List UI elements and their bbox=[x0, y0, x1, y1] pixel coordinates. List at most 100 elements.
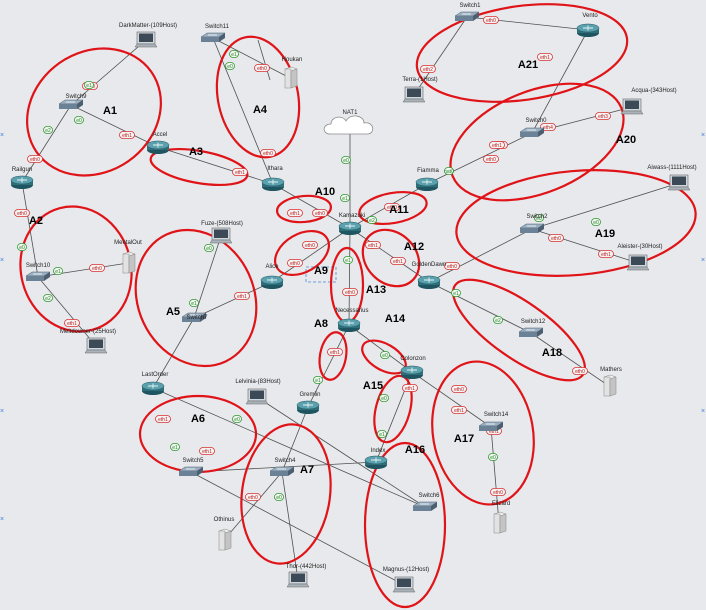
node-label: Colonzon bbox=[400, 356, 425, 362]
node-switch10[interactable]: Switch10 bbox=[25, 263, 51, 281]
node-othinus[interactable]: Othinus bbox=[214, 517, 235, 551]
link-gremlin-switch4 bbox=[281, 406, 309, 473]
node-acqua[interactable]: Acqua-(343Host) bbox=[620, 88, 677, 115]
switch-icon bbox=[519, 223, 545, 233]
interface-label: e0 bbox=[534, 214, 544, 222]
interface-label: eth0 bbox=[254, 64, 270, 72]
node-thor[interactable]: Thor-(442Host) bbox=[286, 564, 327, 588]
node-label: Terra-(1Host) bbox=[402, 77, 437, 83]
interface-label: eth1 bbox=[598, 250, 614, 258]
svg-text:e2: e2 bbox=[45, 128, 51, 134]
area-label-a9: A9 bbox=[314, 265, 328, 277]
area-label-a12: A12 bbox=[404, 241, 424, 253]
svg-text:e0: e0 bbox=[234, 417, 240, 423]
edge-mark-icon: × bbox=[0, 516, 4, 523]
interface-label: eth1 bbox=[287, 209, 303, 217]
node-mentalout[interactable]: MentalOut bbox=[114, 240, 142, 274]
node-railgun[interactable]: Railgun bbox=[10, 167, 34, 189]
svg-text:eth0: eth0 bbox=[345, 290, 355, 296]
node-alice[interactable]: Alice bbox=[260, 264, 284, 289]
svg-text:eth1: eth1 bbox=[368, 243, 378, 249]
interface-label: e1 bbox=[377, 430, 387, 438]
svg-text:e1: e1 bbox=[172, 445, 178, 451]
svg-text:eth0: eth0 bbox=[551, 236, 561, 242]
node-vento[interactable]: Vento bbox=[576, 13, 600, 37]
node-switch5[interactable]: Switch5 bbox=[178, 458, 204, 476]
pc-icon bbox=[209, 227, 233, 244]
node-houkan[interactable]: Houkan bbox=[282, 57, 303, 89]
node-lastorder[interactable]: LastOrder bbox=[142, 372, 169, 395]
node-magnus[interactable]: Magnus-(12Host) bbox=[383, 567, 429, 593]
node-colonzon[interactable]: Colonzon bbox=[400, 356, 426, 379]
node-aiwass[interactable]: Aiwass-(1111Host) bbox=[647, 165, 697, 191]
node-index[interactable]: Index bbox=[364, 448, 388, 469]
svg-text:e0: e0 bbox=[19, 245, 25, 251]
node-label: Fiamma bbox=[417, 168, 439, 174]
svg-text:eth0: eth0 bbox=[493, 490, 503, 496]
interface-label: eth1 bbox=[402, 384, 418, 392]
node-darkmatter[interactable]: DarkMatter-(109Host) bbox=[119, 23, 177, 48]
interface-label: e2 bbox=[43, 126, 53, 134]
node-fiamma[interactable]: Fiamma bbox=[415, 168, 439, 191]
node-mathers[interactable]: Mathers bbox=[600, 367, 622, 397]
svg-text:eth0: eth0 bbox=[290, 261, 300, 267]
area-ellipse-a21 bbox=[415, 3, 629, 103]
svg-text:eth1: eth1 bbox=[492, 143, 502, 149]
interface-label: e2 bbox=[367, 216, 377, 224]
interface-label: eth0 bbox=[451, 385, 467, 393]
switch-icon bbox=[178, 466, 204, 476]
node-switch11[interactable]: Switch11 bbox=[200, 24, 230, 42]
area-label-a2: A2 bbox=[29, 215, 43, 227]
node-nat1[interactable]: NAT1 bbox=[323, 110, 374, 135]
link-switch14-elizard bbox=[490, 426, 500, 524]
node-switch6[interactable]: Switch6 bbox=[412, 493, 440, 511]
node-label: Switch0 bbox=[525, 118, 547, 124]
node-terra[interactable]: Terra-(1Host) bbox=[402, 77, 438, 103]
area-ellipse-a9 bbox=[274, 229, 330, 277]
area-label-a21: A21 bbox=[518, 59, 538, 71]
node-label: Railgun bbox=[12, 167, 32, 173]
node-fuze[interactable]: Fuze-(508Host) bbox=[201, 221, 243, 244]
pc-icon bbox=[667, 174, 691, 191]
node-lelvinia[interactable]: Lelvinia-(83Host) bbox=[235, 379, 281, 405]
node-gremlin[interactable]: Gremlin bbox=[296, 392, 321, 414]
node-label: Acqua-(343Host) bbox=[631, 88, 676, 94]
svg-text:e1: e1 bbox=[379, 432, 385, 438]
node-switch9[interactable]: Switch9 bbox=[58, 94, 87, 109]
node-switch12[interactable]: Switch12 bbox=[518, 319, 546, 337]
pc-icon bbox=[84, 337, 108, 354]
node-elizard[interactable]: Elizard bbox=[492, 501, 510, 534]
node-switch0[interactable]: Switch0 bbox=[519, 118, 547, 137]
interface-label: eth1 bbox=[199, 447, 215, 455]
switch-icon bbox=[25, 271, 51, 281]
node-meltdowner[interactable]: Meltdowner-(25Host) bbox=[60, 329, 116, 354]
svg-text:e1: e1 bbox=[345, 258, 351, 264]
node-accel[interactable]: Accel bbox=[146, 132, 170, 154]
node-kamazuki[interactable]: Kamazuki bbox=[338, 213, 365, 235]
pc-icon bbox=[626, 254, 650, 271]
server-icon bbox=[603, 374, 617, 397]
svg-text:eth4: eth4 bbox=[543, 125, 553, 131]
node-switch14[interactable]: Switch14 bbox=[478, 412, 509, 431]
router-icon bbox=[364, 455, 388, 469]
node-ithara[interactable]: Ithara bbox=[261, 166, 285, 191]
node-aleister[interactable]: Aleister-(30Host) bbox=[617, 244, 663, 271]
interface-label: e1 bbox=[229, 50, 239, 58]
node-switch4[interactable]: Switch4 bbox=[269, 458, 296, 476]
node-goldendawn[interactable]: GoldenDawn bbox=[412, 262, 447, 289]
switch-icon bbox=[519, 127, 545, 137]
area-ellipse-a4 bbox=[215, 35, 301, 159]
interface-label: e0 bbox=[17, 243, 27, 251]
router-icon bbox=[576, 23, 600, 37]
svg-text:e0: e0 bbox=[227, 64, 233, 70]
server-icon bbox=[122, 251, 136, 274]
node-switch2[interactable]: Switch2 bbox=[519, 214, 548, 233]
node-switch1[interactable]: Switch1 bbox=[454, 3, 481, 21]
area-label-a11: A11 bbox=[389, 204, 409, 216]
node-switch7[interactable]: Switch7 bbox=[181, 312, 208, 322]
interface-label: eth1 bbox=[119, 131, 135, 139]
svg-text:e1: e1 bbox=[315, 378, 321, 384]
node-necessarius[interactable]: Necessarius bbox=[335, 308, 369, 332]
pc-icon bbox=[392, 576, 416, 593]
